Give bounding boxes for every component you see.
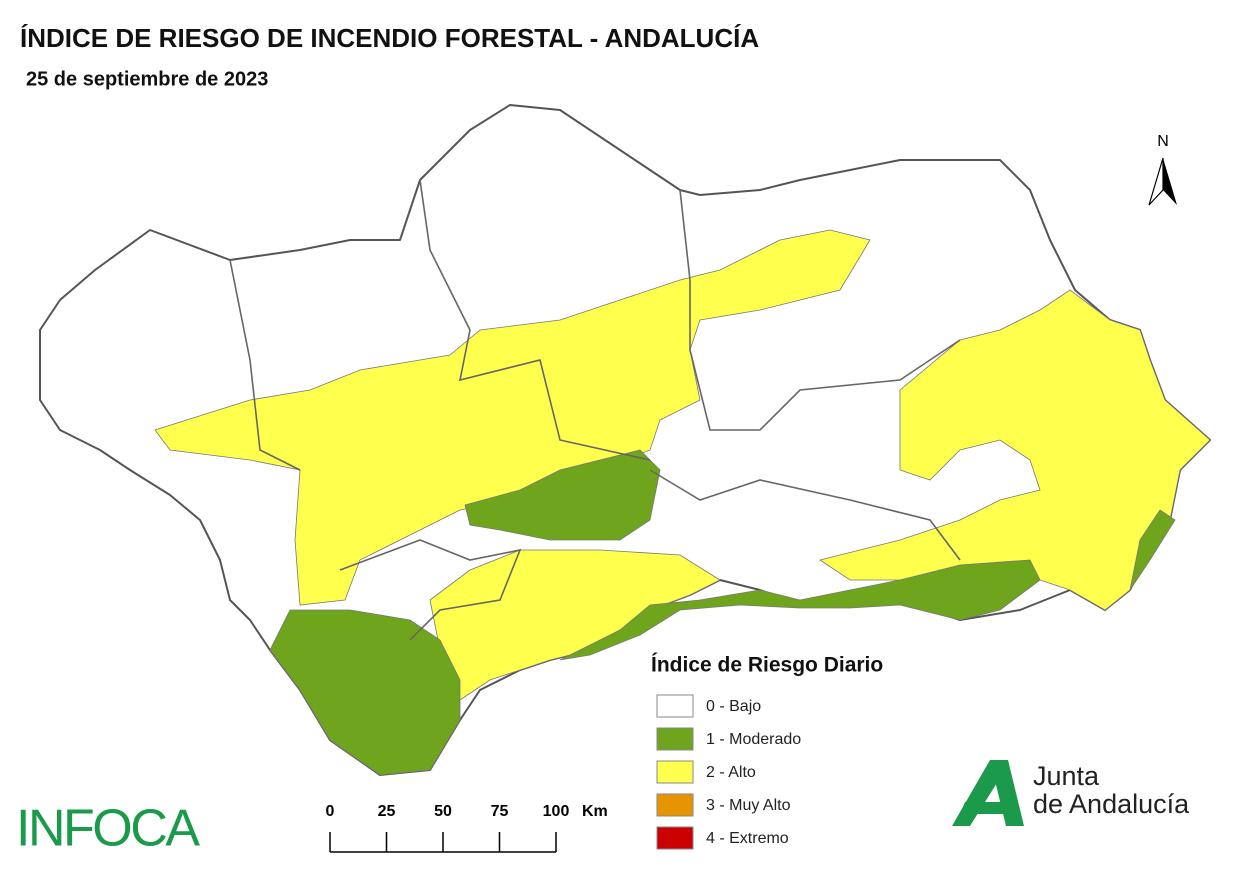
north-arrow: N: [1148, 133, 1177, 206]
junta-line-1: Junta: [1033, 761, 1100, 791]
province-border: [229, 259, 301, 471]
legend-label: 0 - Bajo: [706, 698, 761, 715]
legend-label: 2 - Alto: [706, 764, 756, 781]
zone-alto-south: [429, 549, 721, 701]
province-border: [649, 469, 961, 561]
legend-title: Índice de Riesgo Diario: [651, 654, 883, 677]
legend-label: 4 - Extremo: [706, 830, 789, 847]
zone-moderado-east: [1129, 509, 1176, 591]
junta-line-2: de Andalucía: [1033, 789, 1190, 819]
legend-swatch: [656, 760, 694, 784]
region-map: [39, 104, 1211, 776]
scale-label: 0: [326, 803, 335, 820]
legend-label: 3 - Muy Alto: [706, 797, 791, 814]
scale-label: 25: [378, 803, 396, 820]
province-border: [339, 539, 522, 641]
scale-unit: Km: [582, 803, 608, 820]
province-border: [679, 189, 961, 431]
zone-moderado-coast: [559, 559, 1041, 661]
legend-swatch: [656, 793, 694, 817]
zone-alto-east: [819, 289, 1211, 611]
infoca-logo: INFOCA: [16, 800, 200, 858]
north-label: N: [1157, 133, 1169, 150]
zone-alto-center: [154, 229, 871, 606]
legend: 0 - Bajo 1 - Moderado 2 - Alto 3 - Muy Alto…: [656, 694, 801, 850]
map-title: ÍNDICE DE RIESGO DE INCENDIO FORESTAL - …: [20, 23, 759, 53]
scale-label: 100: [543, 803, 570, 820]
province-border: [419, 179, 651, 461]
scale-label: 75: [491, 803, 509, 820]
zone-moderado-cadiz: [269, 609, 461, 776]
scale-bar: 0 25 50 75 100 Km: [326, 803, 608, 853]
legend-swatch: [656, 727, 694, 751]
scale-label: 50: [434, 803, 452, 820]
zone-moderado-center: [464, 449, 661, 541]
junta-logo: Junta de Andalucía: [952, 760, 1190, 826]
map-date: 25 de septiembre de 2023: [26, 68, 268, 90]
legend-swatch: [656, 694, 694, 718]
legend-swatch: [656, 826, 694, 850]
legend-label: 1 - Moderado: [706, 731, 801, 748]
